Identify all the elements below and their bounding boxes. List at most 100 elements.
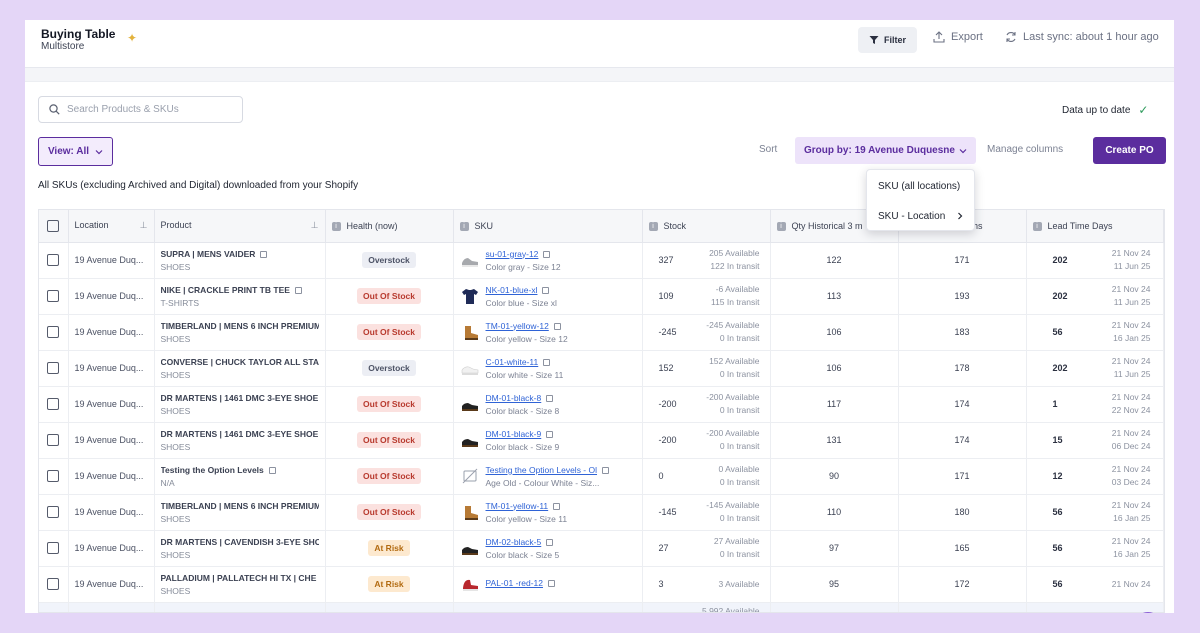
sku-link[interactable]: DM-02-black-5 (485, 536, 542, 547)
product-name: TIMBERLAND | MENS 6 INCH PREMIUM (160, 500, 319, 511)
column-header-lead-time[interactable]: i Lead Time Days (1026, 210, 1164, 243)
location-cell: 19 Avenue Duq... (68, 530, 155, 567)
product-thumbnail-shoe-white (460, 358, 480, 378)
sku-link[interactable]: DM-01-black-9 (485, 428, 542, 439)
sku-link[interactable]: TM-01-yellow-12 (485, 320, 549, 331)
row-checkbox[interactable] (39, 386, 69, 423)
location-cell: 19 Avenue Duq... (68, 386, 155, 423)
row-checkbox[interactable] (39, 242, 69, 279)
sku-link[interactable]: Testing the Option Levels - Ol (485, 464, 598, 475)
copy-icon[interactable] (546, 538, 554, 546)
pin-icon[interactable]: ⊥ (139, 220, 148, 231)
copy-icon[interactable] (543, 358, 551, 366)
lead-time-days: 56 (1052, 507, 1063, 517)
stock-cell: 0 0 Available 0 In transit (642, 458, 771, 495)
copy-icon[interactable] (546, 394, 554, 402)
row-checkbox[interactable] (39, 458, 69, 495)
search-icon (49, 104, 60, 115)
sku-link[interactable]: NK-01-blue-xl (485, 284, 538, 295)
filter-button[interactable]: Filter (858, 27, 917, 53)
copy-icon[interactable] (268, 466, 276, 474)
sync-label: Last sync: about 1 hour ago (1023, 31, 1159, 43)
copy-icon[interactable] (543, 250, 551, 258)
column-header-sku[interactable]: i SKU (453, 210, 643, 243)
create-po-button[interactable]: Create PO (1093, 137, 1166, 164)
row-checkbox[interactable] (39, 422, 69, 459)
row-checkbox[interactable] (39, 566, 69, 603)
chat-icon[interactable] (1130, 608, 1174, 613)
table-row[interactable]: 19 Avenue Duq... SUPRA | MENS VAIDER SHO… (39, 242, 1164, 279)
copy-icon[interactable] (294, 286, 302, 294)
export-button[interactable]: Export (933, 31, 983, 43)
column-header-product[interactable]: Product ⊥ (154, 210, 326, 243)
copy-icon[interactable] (546, 430, 554, 438)
sort-button[interactable]: Sort (759, 144, 778, 155)
menu-item-sku-all-locations[interactable]: SKU (all locations) (867, 172, 974, 200)
sku-link[interactable]: PAL-01 -red-12 (485, 577, 543, 588)
product-name: DR MARTENS | CAVENDISH 3-EYE SHOE (160, 536, 319, 547)
sku-link[interactable]: DM-01-black-8 (485, 392, 542, 403)
copy-icon[interactable] (602, 466, 610, 474)
sku-link[interactable]: TM-01-yellow-11 (485, 500, 549, 511)
copy-icon[interactable] (553, 322, 561, 330)
stock-value: -245 (658, 327, 677, 337)
column-header-next[interactable]: i (1163, 210, 1164, 243)
menu-item-sku-location[interactable]: SKU - Location (867, 202, 974, 230)
table-row[interactable]: 19 Avenue Duq... PALLADIUM | PALLATECH H… (39, 566, 1164, 603)
arrival-date: 11 Jun 25 (1113, 369, 1151, 379)
product-type: N/A (160, 477, 175, 488)
copy-icon[interactable] (547, 579, 555, 587)
copy-icon[interactable] (553, 502, 561, 510)
table-row[interactable]: 19 Avenue Duq... TIMBERLAND | MENS 6 INC… (39, 494, 1164, 531)
sku-link[interactable]: C-01-white-11 (485, 356, 539, 367)
stock-available: -245 Available (706, 320, 760, 330)
column-header-location[interactable]: Location ⊥ (68, 210, 155, 243)
stock-cell: 152 152 Available 0 In transit (642, 350, 771, 387)
view-selector[interactable]: View: All (38, 137, 113, 166)
table-row[interactable]: 19 Avenue Duq... TIMBERLAND | MENS 6 INC… (39, 314, 1164, 351)
next-column-cell (1163, 530, 1164, 567)
view-label: View: All (47, 146, 90, 157)
sparkle-icon[interactable]: ✦ (127, 31, 138, 45)
table-row[interactable]: 19 Avenue Duq... DR MARTENS | CAVENDISH … (39, 530, 1164, 567)
table-row[interactable]: 19 Avenue Duq... DR MARTENS | 1461 DMC 3… (39, 386, 1164, 423)
stock-cell: 3 3 Available (642, 566, 771, 603)
table-row[interactable]: 19 Avenue Duq... CONVERSE | CHUCK TAYLOR… (39, 350, 1164, 387)
table-row[interactable]: 19 Avenue Duq... DR MARTENS | 1461 DMC 3… (39, 422, 1164, 459)
copy-icon[interactable] (542, 286, 550, 294)
row-checkbox[interactable] (39, 278, 69, 315)
pin-icon[interactable]: ⊥ (310, 220, 319, 231)
info-icon: i (648, 221, 658, 231)
health-badge: Overstock (362, 360, 416, 376)
search-input[interactable] (67, 104, 227, 115)
table-row[interactable]: 19 Avenue Duq... NIKE | CRACKLE PRINT TB… (39, 278, 1164, 315)
sku-cell: PAL-01 -red-12 (453, 566, 643, 603)
select-all-checkbox[interactable] (39, 210, 69, 243)
column-header-health[interactable]: i Health (now) (325, 210, 454, 243)
row-checkbox[interactable] (39, 530, 69, 567)
qty-historical-6m-cell: 171 (898, 242, 1027, 279)
last-sync[interactable]: Last sync: about 1 hour ago (1005, 31, 1159, 43)
row-checkbox[interactable] (39, 350, 69, 387)
stock-available: -200 Available (706, 392, 760, 402)
lead-time-days: 56 (1052, 543, 1063, 553)
sku-link[interactable]: su-01-gray-12 (485, 248, 539, 259)
qty-historical-6m-cell: 174 (898, 386, 1027, 423)
manage-columns-button[interactable]: Manage columns (987, 144, 1064, 155)
lead-time-days: 202 (1052, 255, 1068, 265)
product-type: SHOES (160, 261, 191, 272)
qty-historical-3m-cell: 97 (770, 530, 899, 567)
stock-available: 0 Available (718, 464, 760, 474)
group-by-dropdown[interactable]: Group by: 19 Avenue Duquesne (795, 137, 976, 164)
search-box[interactable] (38, 96, 243, 123)
order-date: 21 Nov 24 (1111, 320, 1151, 330)
row-checkbox[interactable] (39, 314, 69, 351)
copy-icon[interactable] (260, 250, 268, 258)
column-header-stock[interactable]: i Stock (642, 210, 771, 243)
stock-value: -145 (658, 507, 677, 517)
table-row[interactable]: 19 Avenue Duq... Testing the Option Leve… (39, 458, 1164, 495)
health-cell: Out Of Stock (325, 314, 454, 351)
health-cell: Out Of Stock (325, 422, 454, 459)
row-checkbox[interactable] (39, 494, 69, 531)
health-badge: Out Of Stock (357, 468, 421, 484)
